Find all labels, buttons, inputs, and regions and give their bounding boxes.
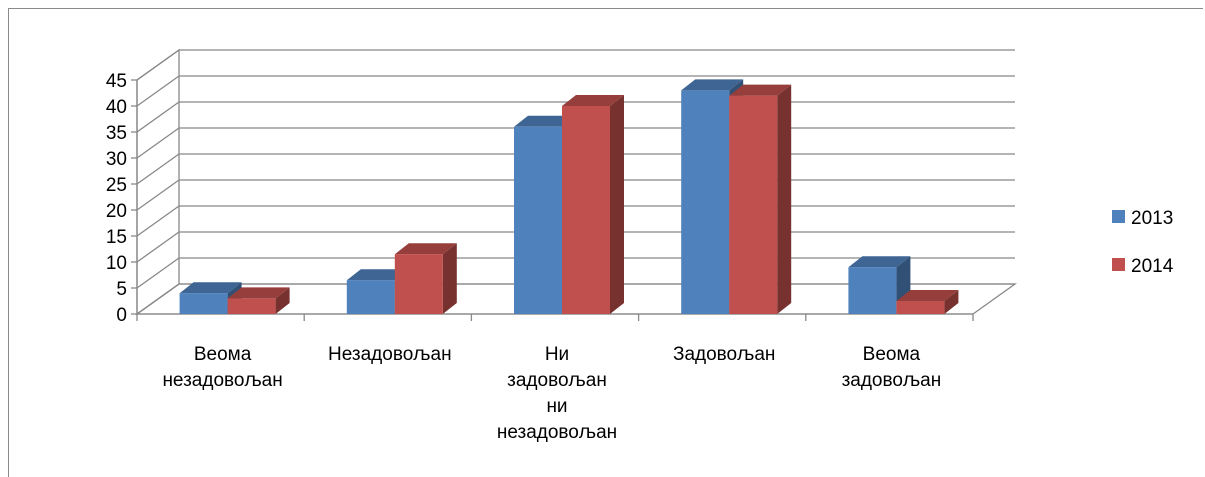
y-tick-label: 0 [116, 305, 127, 326]
bar-side [777, 84, 792, 314]
legend-swatch [1112, 258, 1125, 271]
bar-front [346, 280, 395, 314]
bar-front [514, 126, 562, 314]
bar-front [729, 95, 778, 314]
bar-side [944, 290, 959, 314]
gridline [136, 49, 1015, 81]
legend-label: 2013 [1131, 208, 1173, 229]
bar-top [346, 269, 409, 281]
bar-2014-2 [562, 95, 624, 314]
y-tick-label: 20 [106, 201, 127, 222]
legend-item-2013: 2013 [1112, 208, 1173, 229]
bar-top [514, 115, 576, 127]
bar-2014-0 [227, 287, 290, 314]
bar-side [442, 243, 457, 314]
bar-top [562, 95, 624, 106]
chart-frame [8, 8, 1203, 477]
x-category-label: Незадовољан [328, 344, 452, 365]
y-axis-tick-labels: 0 5 10 15 20 25 30 35 40 45 [106, 71, 127, 326]
y-tick-label: 30 [106, 149, 127, 170]
bar-front [394, 254, 443, 314]
bar-side [275, 287, 290, 314]
x-category-label: Веома задовољан [842, 344, 942, 391]
y-tick-label: 15 [106, 227, 127, 248]
bar-2014-1 [394, 243, 457, 314]
bars [179, 79, 959, 315]
bar-front [848, 267, 897, 314]
bar-2014-4 [896, 290, 959, 314]
bar-top [681, 79, 744, 91]
legend-item-2014: 2014 [1112, 256, 1174, 277]
x-category-label: Задовољан [673, 344, 775, 365]
bar-front [681, 90, 730, 315]
bar-top [896, 290, 959, 301]
bar-2014-3 [729, 84, 792, 314]
bar-side [610, 95, 624, 314]
bar-top [227, 287, 290, 299]
legend: 2013 2014 [1112, 208, 1174, 277]
bar-front [179, 293, 228, 314]
bar-top [848, 256, 911, 268]
y-tick-label: 45 [106, 71, 127, 92]
x-category-label: Ни задовољан ни незадовољан [497, 344, 617, 443]
bar-top [394, 243, 457, 255]
y-tick-label: 25 [106, 175, 127, 196]
y-tick-label: 10 [106, 253, 127, 274]
legend-swatch [1112, 210, 1125, 223]
gridline [136, 75, 1015, 107]
side-wall [136, 48, 180, 316]
x-category-label: Веома незадовољан [162, 344, 282, 391]
bar-top [179, 282, 242, 294]
legend-label: 2014 [1131, 256, 1174, 277]
bar-front [562, 106, 610, 314]
y-tick-label: 35 [106, 123, 127, 144]
bar-front [896, 301, 945, 314]
y-tick-label: 40 [106, 97, 127, 118]
y-tick-label: 5 [116, 279, 127, 300]
bar-front [227, 298, 276, 314]
bar-top [729, 84, 792, 96]
x-axis-category-labels: Веома незадовољан Незадовољан Ни задовољан ни… [162, 344, 941, 443]
